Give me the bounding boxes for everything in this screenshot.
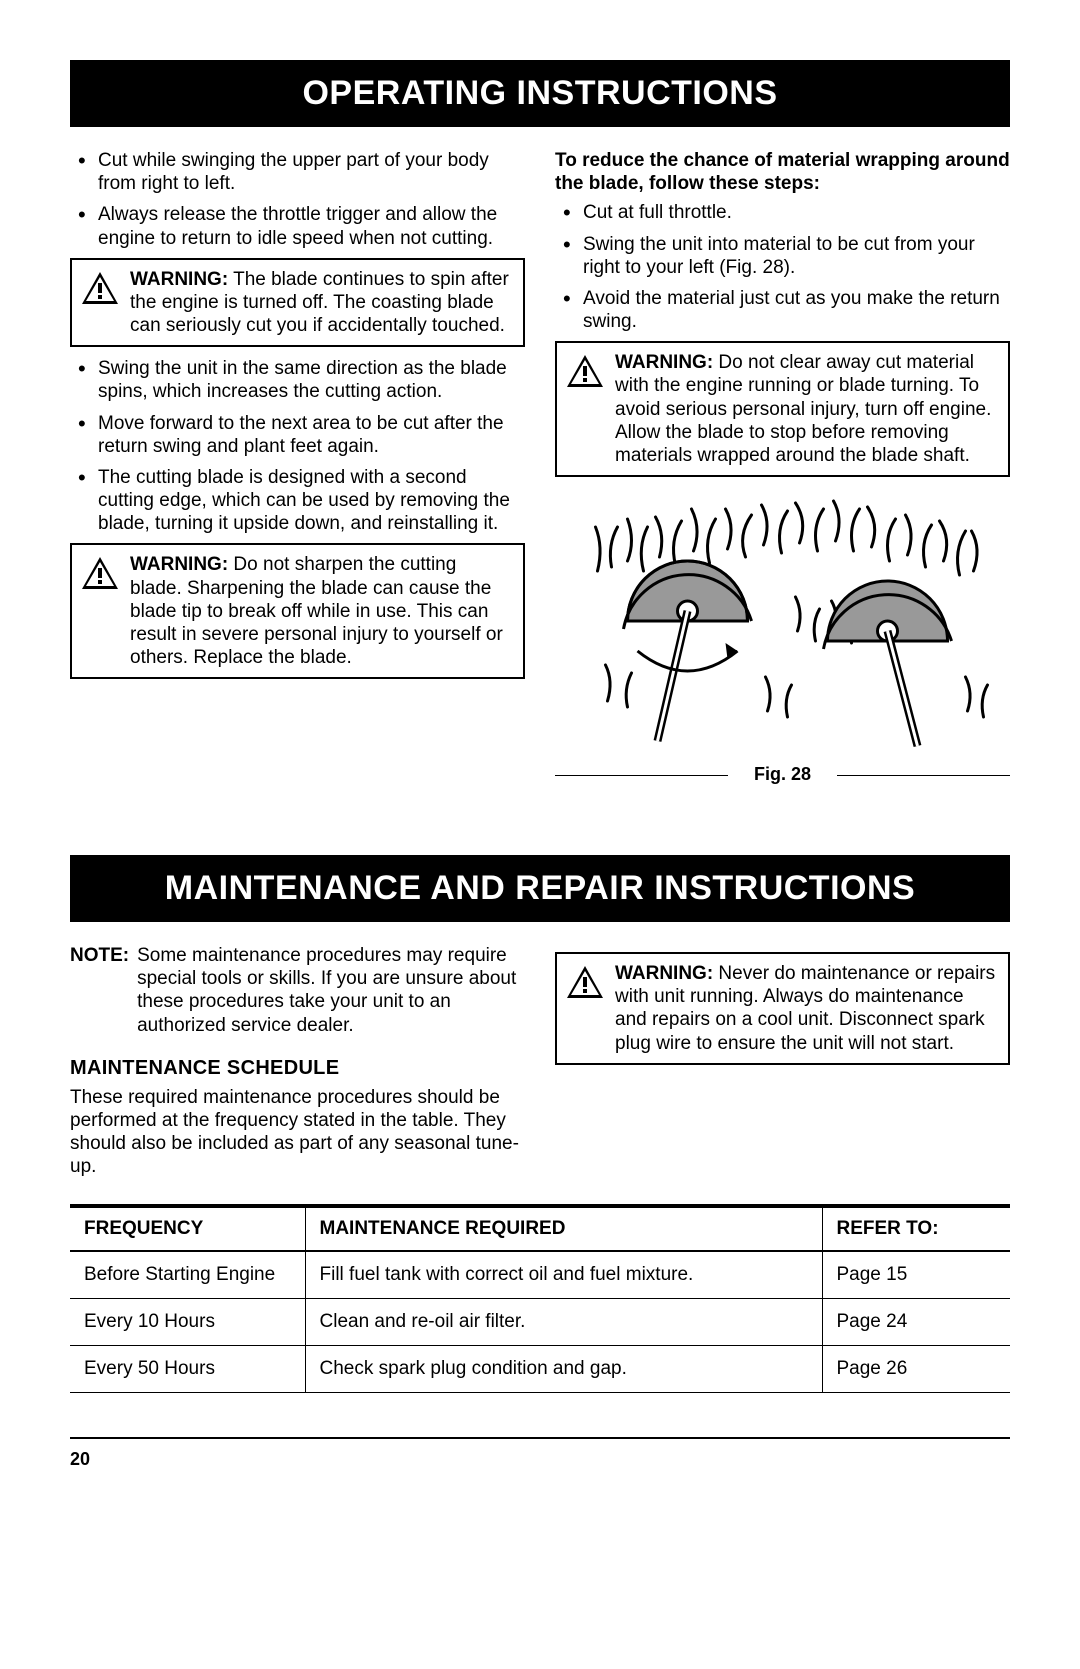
warning-text: WARNING: Do not sharpen the cutting blad… [130,553,513,669]
maintenance-schedule-subhead: MAINTENANCE SCHEDULE [70,1057,525,1080]
bullet-item: The cutting blade is designed with a sec… [98,466,525,536]
warning-icon [565,353,605,394]
cell-maintenance: Check spark plug condition and gap. [305,1346,822,1393]
bullet-item: Avoid the material just cut as you make … [583,287,1010,333]
cell-maintenance: Clean and re-oil air filter. [305,1299,822,1346]
cell-maintenance: Fill fuel tank with correct oil and fuel… [305,1251,822,1299]
warning-icon [80,270,120,311]
warning-text: WARNING: Never do maintenance or repairs… [615,962,998,1055]
warning-icon [80,555,120,596]
table-row: Before Starting Engine Fill fuel tank wi… [70,1251,1010,1299]
cell-refer: Page 24 [822,1299,1010,1346]
warning-text: WARNING: The blade continues to spin aft… [130,268,513,338]
left-bullets-a: Cut while swinging the upper part of you… [70,149,525,250]
page-number: 20 [70,1449,90,1469]
maintenance-intro: These required maintenance procedures sh… [70,1086,525,1179]
warning-icon [565,964,605,1005]
left-column: Cut while swinging the upper part of you… [70,149,525,785]
table-row: Every 10 Hours Clean and re-oil air filt… [70,1299,1010,1346]
warning-text: WARNING: Do not clear away cut material … [615,351,998,467]
cell-frequency: Before Starting Engine [70,1251,305,1299]
maint-right-col: WARNING: Never do maintenance or repairs… [555,944,1010,1178]
right-column: To reduce the chance of material wrappin… [555,149,1010,785]
table-header-row: FREQUENCY MAINTENANCE REQUIRED REFER TO: [70,1206,1010,1251]
bullet-item: Cut at full throttle. [583,201,1010,224]
note-label: NOTE: [70,944,129,1037]
maintenance-two-col: NOTE: Some maintenance procedures may re… [70,944,1010,1178]
cell-refer: Page 15 [822,1251,1010,1299]
bullet-item: Swing the unit in the same direction as … [98,357,525,403]
operating-two-col: Cut while swinging the upper part of you… [70,149,1010,785]
bullet-item: Always release the throttle trigger and … [98,203,525,249]
bullet-item: Swing the unit into material to be cut f… [583,233,1010,279]
maint-left-col: NOTE: Some maintenance procedures may re… [70,944,525,1178]
maintenance-header: MAINTENANCE AND REPAIR INSTRUCTIONS [70,855,1010,922]
right-lead: To reduce the chance of material wrappin… [555,149,1010,195]
table-row: Every 50 Hours Check spark plug conditio… [70,1346,1010,1393]
operating-instructions-header: OPERATING INSTRUCTIONS [70,60,1010,127]
cell-frequency: Every 10 Hours [70,1299,305,1346]
left-bullets-b: Swing the unit in the same direction as … [70,357,525,535]
col-frequency: FREQUENCY [70,1206,305,1251]
warning-box-maintenance: WARNING: Never do maintenance or repairs… [555,952,1010,1065]
warning-box-coasting-blade: WARNING: The blade continues to spin aft… [70,258,525,348]
note-text: Some maintenance procedures may require … [137,944,525,1037]
col-refer-to: REFER TO: [822,1206,1010,1251]
right-bullets: Cut at full throttle. Swing the unit int… [555,201,1010,333]
cutting-swing-illustration [555,491,1010,751]
page-footer: 20 [70,1437,1010,1470]
cell-refer: Page 26 [822,1346,1010,1393]
warning-box-sharpen-blade: WARNING: Do not sharpen the cutting blad… [70,543,525,679]
warning-box-clear-material: WARNING: Do not clear away cut material … [555,341,1010,477]
cell-frequency: Every 50 Hours [70,1346,305,1393]
figure-28: Fig. 28 [555,491,1010,785]
maintenance-table: FREQUENCY MAINTENANCE REQUIRED REFER TO:… [70,1204,1010,1393]
note-block: NOTE: Some maintenance procedures may re… [70,944,525,1037]
col-maintenance-required: MAINTENANCE REQUIRED [305,1206,822,1251]
figure-caption: Fig. 28 [555,764,1010,785]
bullet-item: Move forward to the next area to be cut … [98,412,525,458]
bullet-item: Cut while swinging the upper part of you… [98,149,525,195]
